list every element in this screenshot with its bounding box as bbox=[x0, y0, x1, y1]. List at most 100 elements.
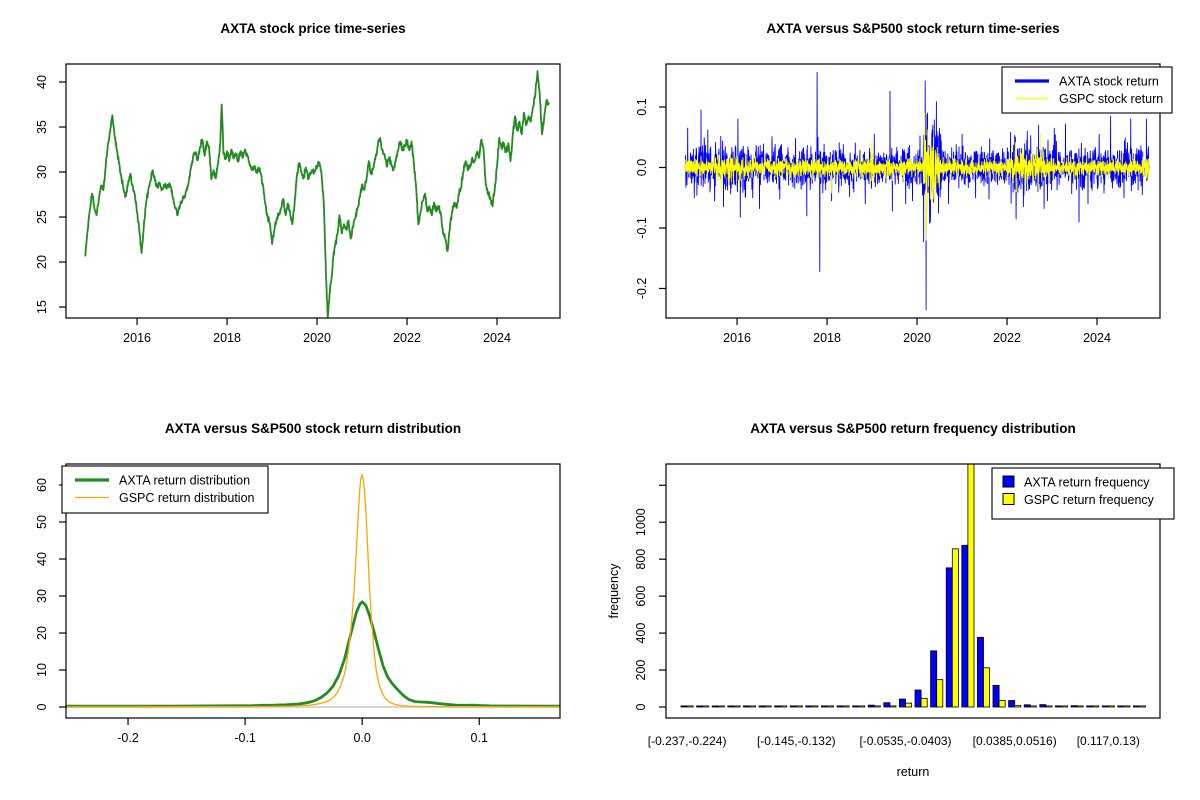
x-tick-label: 2018 bbox=[813, 331, 841, 345]
y-tick-label: -0.2 bbox=[635, 278, 649, 300]
y-tick-label: 20 bbox=[35, 626, 49, 640]
returns-plot-box bbox=[665, 63, 1161, 319]
gspc-return-frequency-bar bbox=[764, 705, 772, 708]
legend-label: GSPC stock return bbox=[1059, 92, 1163, 106]
x-axis-title: return bbox=[897, 765, 930, 779]
x-tick-label: 2020 bbox=[903, 331, 931, 345]
gspc-return-frequency-bar bbox=[905, 702, 912, 708]
axta-return-frequency-bar bbox=[805, 705, 813, 708]
y-tick-label: 40 bbox=[35, 552, 49, 566]
price-y-axis: 15 20 25 30 35 40 bbox=[35, 75, 66, 314]
gspc-return-frequency-bar bbox=[858, 705, 866, 708]
y-tick-label: -0.1 bbox=[635, 217, 649, 239]
bin-label: [-0.145,-0.132) bbox=[757, 734, 836, 748]
gspc-return-distribution-line bbox=[66, 474, 560, 708]
y-tick-label: 0.0 bbox=[635, 159, 649, 176]
axta-return-frequency-bar bbox=[836, 705, 844, 708]
histogram-x-axis: [-0.237,-0.224) [-0.145,-0.132) [-0.0535,-… bbox=[648, 734, 1140, 748]
returns-chart: AXTA versus S&P500 stock return time-ser… bbox=[635, 21, 1173, 345]
gspc-return-frequency-bar bbox=[780, 705, 788, 708]
axta-return-frequency-bar bbox=[992, 684, 1000, 708]
legend-label: GSPC return distribution bbox=[119, 491, 255, 505]
axta-return-frequency-bar bbox=[742, 705, 750, 708]
bin-label: [0.117,0.13) bbox=[1077, 734, 1140, 748]
x-tick-label: -0.1 bbox=[234, 731, 256, 745]
gspc-return-frequency-bar bbox=[1139, 705, 1146, 708]
axta-return-frequency-bar bbox=[1008, 700, 1016, 708]
gspc-stock-return-line bbox=[684, 112, 1150, 241]
axta-return-frequency-bar bbox=[1054, 705, 1062, 708]
axta-return-frequency-bar bbox=[680, 705, 688, 708]
y-tick-label: 35 bbox=[35, 120, 49, 134]
gspc-return-frequency-bar bbox=[842, 705, 850, 708]
axta-return-frequency-bar bbox=[1133, 705, 1140, 708]
gspc-return-frequency-bar bbox=[1014, 705, 1022, 708]
returns-title: AXTA versus S&P500 stock return time-ser… bbox=[766, 21, 1059, 36]
histogram-title: AXTA versus S&P500 return frequency dist… bbox=[750, 421, 1076, 436]
axta-return-frequency-bar bbox=[898, 698, 906, 708]
gspc-return-frequency-bar bbox=[686, 705, 694, 708]
y-tick-label: 30 bbox=[35, 589, 49, 603]
legend-label: AXTA return frequency bbox=[1024, 476, 1150, 490]
returns-x-axis: 2016 2018 2020 2022 2024 bbox=[723, 318, 1111, 345]
gspc-return-frequency-bar bbox=[749, 705, 756, 708]
legend-label: GSPC return frequency bbox=[1024, 493, 1155, 507]
legend-label: AXTA stock return bbox=[1059, 75, 1159, 89]
gspc-return-frequency-bar bbox=[827, 705, 834, 708]
y-tick-label: 40 bbox=[35, 75, 49, 89]
histogram-legend: AXTA return frequency GSPC return frequen… bbox=[991, 467, 1175, 520]
axta-return-frequency-bar bbox=[1117, 705, 1125, 708]
density-title: AXTA versus S&P500 stock return distribu… bbox=[165, 421, 461, 436]
bin-label: [0.0385,0.0516) bbox=[973, 734, 1057, 748]
gspc-return-frequency-bar bbox=[1076, 705, 1084, 708]
axta-return-frequency-bar bbox=[1086, 705, 1094, 708]
histogram-y-axis: 0 200 400 600 800 1000 bbox=[634, 484, 666, 710]
gspc-return-frequency-legend-swatch bbox=[1002, 493, 1015, 505]
axta-return-frequency-bar bbox=[930, 650, 938, 708]
axta-return-frequency-bar bbox=[945, 567, 953, 708]
x-tick-label: 2016 bbox=[723, 331, 751, 345]
x-tick-label: 2024 bbox=[483, 331, 511, 345]
x-tick-label: 2024 bbox=[1083, 331, 1111, 345]
gspc-return-frequency-bar bbox=[983, 667, 990, 708]
bin-label: [-0.237,-0.224) bbox=[648, 734, 727, 748]
density-y-axis: 0 10 20 30 40 50 60 bbox=[35, 478, 66, 710]
y-tick-label: 0 bbox=[35, 703, 49, 710]
price-plot-area bbox=[84, 70, 550, 318]
y-tick-label: 0.1 bbox=[635, 98, 649, 115]
histogram-chart: AXTA versus S&P500 return frequency dist… bbox=[607, 421, 1175, 779]
x-tick-label: 2022 bbox=[993, 331, 1021, 345]
density-plot-area bbox=[66, 474, 560, 708]
gspc-return-frequency-bar bbox=[967, 464, 975, 708]
axta-return-frequency-bar bbox=[852, 705, 860, 708]
gspc-return-frequency-bar bbox=[1061, 705, 1068, 708]
returns-legend: AXTA stock return GSPC stock return bbox=[1001, 66, 1173, 114]
x-tick-label: 0.0 bbox=[353, 731, 370, 745]
gspc-return-frequency-bar bbox=[1092, 705, 1100, 708]
gspc-return-frequency-bar bbox=[702, 705, 710, 708]
x-tick-label: 2022 bbox=[393, 331, 421, 345]
gspc-return-frequency-bar bbox=[811, 705, 819, 708]
price-title: AXTA stock price time-series bbox=[220, 21, 405, 36]
gspc-return-frequency-bar bbox=[936, 679, 944, 708]
axta-return-frequency-legend-swatch bbox=[1002, 475, 1015, 488]
axta-return-frequency-bar bbox=[774, 705, 782, 708]
axta-return-frequency-bar bbox=[711, 705, 719, 708]
legend-label: AXTA return distribution bbox=[119, 474, 250, 488]
histogram-plot-box bbox=[665, 463, 1161, 719]
gspc-return-frequency-bar bbox=[998, 700, 1006, 708]
axta-return-frequency-bar bbox=[976, 636, 984, 708]
y-tick-label: 800 bbox=[634, 549, 648, 570]
gspc-return-frequency-bar bbox=[1029, 705, 1037, 708]
y-tick-label: 15 bbox=[35, 300, 49, 314]
y-tick-label: 1000 bbox=[634, 508, 648, 536]
y-tick-label: 600 bbox=[634, 586, 648, 607]
axta-return-frequency-bar bbox=[1101, 705, 1109, 708]
axta-return-frequency-bar bbox=[1023, 704, 1031, 708]
y-tick-label: 0 bbox=[634, 703, 648, 710]
y-tick-label: 20 bbox=[35, 255, 49, 269]
panel-return-distribution: AXTA versus S&P500 stock return distribu… bbox=[0, 400, 600, 800]
y-tick-label: 200 bbox=[634, 660, 648, 681]
axta-return-frequency-bar bbox=[1070, 705, 1078, 708]
